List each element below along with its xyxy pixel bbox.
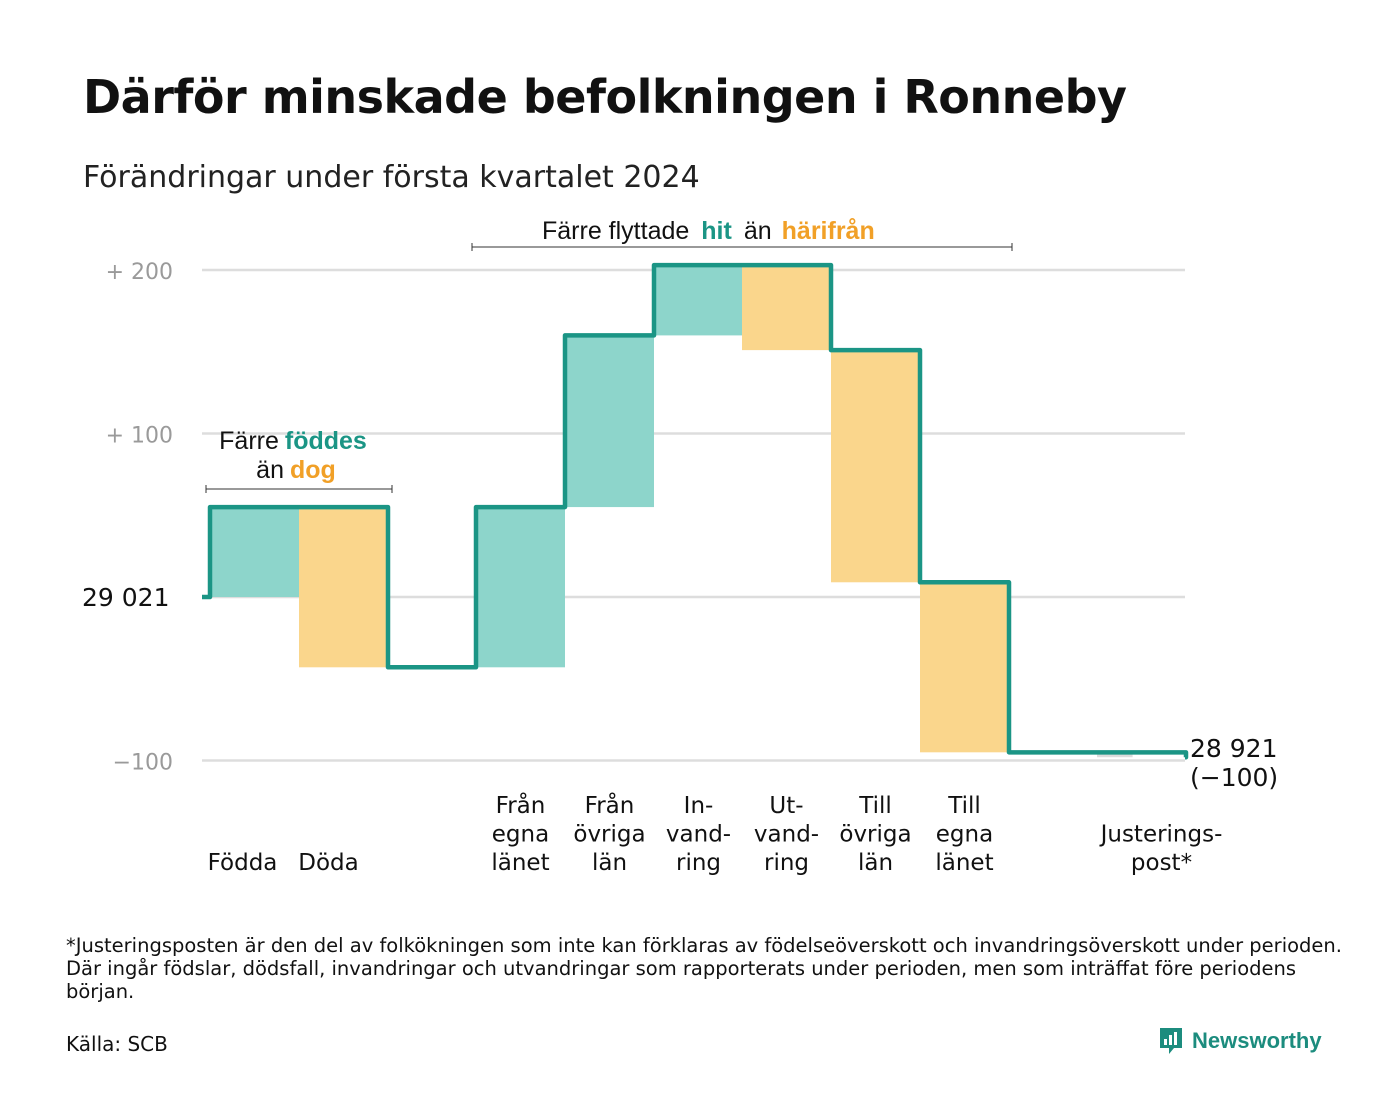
x-axis-label-line: Till	[858, 793, 892, 819]
bar-inflow	[565, 335, 654, 508]
x-axis-label-line: län	[592, 850, 627, 876]
births-annotation-line1: Färre föddes	[219, 427, 367, 455]
bar-outflow	[920, 582, 1009, 753]
migration-annotation: Färre flyttade hit än härifrån	[542, 217, 875, 245]
x-axis-label: Från egna länet	[491, 791, 549, 876]
bar-adjustment	[1097, 752, 1133, 758]
x-axis-label-line: ring	[676, 850, 721, 876]
x-axis-label-line: länet	[935, 850, 993, 876]
bar-outflow	[831, 350, 920, 583]
x-axis-label-line: vand-	[754, 822, 819, 848]
x-axis-label: Justerings-post*	[1099, 822, 1223, 877]
chart-subtitle: Förändringar under första kvartalet 2024	[83, 160, 700, 195]
x-axis-label-line: Från	[585, 791, 635, 819]
footnote: *Justeringsposten är den del av folkökni…	[66, 934, 1342, 1003]
x-axis-label-line: övriga	[573, 822, 645, 848]
x-axis-label-line: Födda	[208, 850, 278, 876]
end-value-label: 28 921	[1190, 734, 1277, 763]
source-note: Källa: SCB	[66, 1032, 168, 1056]
x-axis-label: Till egna länet	[935, 793, 993, 876]
migration-annotation-text2: än	[744, 217, 772, 245]
x-axis-label: Döda	[298, 850, 358, 876]
migration-annotation-bold2: härifrån	[782, 217, 875, 245]
migration-annotation-text1: Färre flyttade	[542, 217, 689, 245]
x-axis-label-line: länet	[491, 850, 549, 876]
y-tick-label: 29 021	[82, 583, 169, 612]
end-change-label: (−100)	[1190, 763, 1278, 792]
births-annotation-bold: föddes	[285, 427, 367, 455]
births-annotation-text: Färre	[219, 427, 279, 455]
migration-annotation-bold1: hit	[701, 217, 732, 245]
x-axis-label-line: vand-	[666, 822, 731, 848]
deaths-annotation-bold: dog	[290, 456, 336, 484]
x-axis-label: Från övriga län	[573, 791, 645, 876]
logo-text: Newsworthy	[1192, 1028, 1322, 1053]
deaths-annotation-text: än	[256, 456, 284, 484]
x-axis-label: In-vand-ring	[666, 793, 731, 876]
x-axis-label-line: Ut-	[769, 793, 803, 819]
x-axis-label-line: post*	[1131, 850, 1192, 876]
x-axis-label-line: Från	[496, 791, 546, 819]
births-annotation-line2: än dog	[256, 456, 336, 484]
y-tick-label: + 100	[106, 424, 173, 449]
x-axis-label-line: län	[858, 850, 893, 876]
y-tick-label: −100	[113, 751, 173, 776]
x-axis-label-line: In-	[684, 793, 714, 819]
x-axis-label-line: Döda	[298, 850, 358, 876]
y-tick-label: + 200	[106, 260, 173, 285]
x-axis-label: Till övriga län	[839, 793, 911, 876]
x-axis-label-line: ring	[764, 850, 809, 876]
x-axis-label-line: egna	[936, 822, 993, 848]
newsworthy-logo-icon	[1160, 1028, 1182, 1054]
cumulative-step-line	[202, 262, 1189, 760]
x-axis-label: Födda	[208, 850, 278, 876]
newsworthy-logo: Newsworthy	[1158, 1026, 1322, 1056]
x-axis-label-line: Till	[947, 793, 981, 819]
x-axis-label-line: övriga	[839, 822, 911, 848]
bar-inflow	[654, 265, 743, 336]
chart-title: Därför minskade befolkningen i Ronneby	[83, 70, 1127, 124]
bar-inflow	[210, 507, 299, 597]
bar-outflow	[299, 507, 388, 668]
bar-outflow	[742, 265, 831, 351]
x-axis-label: Ut-vand-ring	[754, 793, 819, 876]
bar-inflow	[476, 507, 565, 668]
x-axis-label-line: Justerings-	[1099, 822, 1223, 848]
x-axis-label-line: egna	[492, 822, 549, 848]
